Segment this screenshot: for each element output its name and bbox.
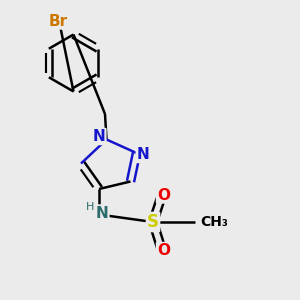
- Text: N: N: [96, 206, 108, 220]
- Text: CH₃: CH₃: [200, 215, 228, 229]
- Text: N: N: [137, 147, 149, 162]
- Text: H: H: [86, 202, 94, 212]
- Text: O: O: [157, 188, 170, 202]
- Text: N: N: [93, 129, 105, 144]
- Text: O: O: [157, 243, 170, 258]
- Text: S: S: [147, 213, 159, 231]
- Text: Br: Br: [49, 14, 68, 28]
